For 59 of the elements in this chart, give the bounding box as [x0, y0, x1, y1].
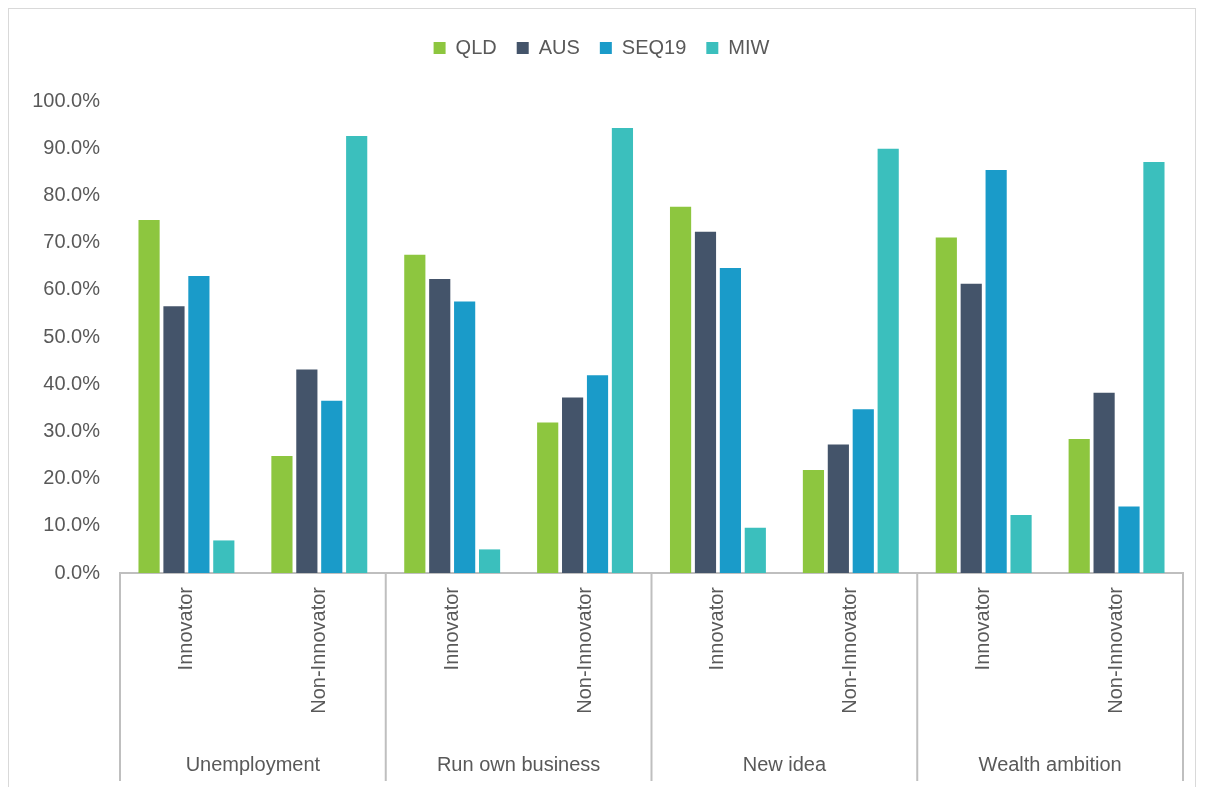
y-tick-label: 50.0% — [43, 324, 101, 347]
legend-label: SEQ19 — [621, 35, 687, 58]
y-tick-label: 60.0% — [43, 277, 101, 300]
bar — [1010, 514, 1032, 573]
bar — [1143, 161, 1165, 573]
bar — [935, 237, 957, 573]
legend-label: MIW — [728, 35, 770, 58]
y-tick-label: 20.0% — [43, 466, 101, 489]
x-tick-label: Innovator — [971, 586, 994, 671]
x-tick-label: Non-Innovator — [306, 586, 329, 714]
bar — [694, 231, 717, 573]
bar — [271, 455, 293, 573]
bar — [296, 369, 318, 573]
legend-label: QLD — [455, 35, 497, 58]
text: New idea — [742, 752, 827, 775]
bar — [985, 169, 1007, 573]
legend-label: AUS — [538, 35, 580, 58]
bar — [454, 301, 476, 573]
y-tick-label: 70.0% — [43, 230, 101, 253]
bar — [321, 400, 343, 573]
y-tick-label: 30.0% — [43, 418, 101, 441]
bar — [852, 409, 874, 573]
bar — [744, 527, 766, 573]
bar — [960, 283, 982, 573]
text: Unemployment — [185, 752, 321, 775]
bar — [719, 268, 741, 573]
text: Run own business — [436, 752, 601, 775]
text: Wealth ambition — [978, 752, 1122, 775]
bar — [877, 148, 899, 573]
bar — [1093, 392, 1115, 573]
bar — [138, 219, 160, 573]
bar — [586, 375, 609, 573]
bar — [827, 444, 849, 573]
bar — [802, 470, 825, 573]
bar — [346, 135, 368, 573]
bar — [478, 549, 501, 573]
bar — [213, 540, 235, 573]
x-tick-label: Non-Innovator — [1104, 586, 1127, 714]
bar — [404, 254, 426, 573]
bar — [188, 276, 210, 573]
bar — [1118, 506, 1140, 573]
bar — [1068, 438, 1090, 573]
bar — [163, 306, 185, 573]
y-tick-label: 90.0% — [43, 135, 101, 158]
x-tick-label: Innovator — [439, 586, 462, 671]
y-tick-label: 10.0% — [43, 513, 101, 536]
x-tick-label: Non-Innovator — [572, 586, 595, 714]
bar — [429, 278, 451, 573]
bar — [669, 206, 692, 573]
x-tick-label: Innovator — [705, 586, 728, 671]
bar — [537, 422, 559, 573]
y-tick-label: 0.0% — [54, 560, 101, 583]
bar — [562, 397, 584, 573]
y-tick-label: 40.0% — [43, 371, 101, 394]
y-tick-label: 100.0% — [32, 88, 101, 111]
x-tick-label: Non-Innovator — [838, 586, 861, 714]
bar — [611, 127, 634, 573]
x-tick-label: Innovator — [173, 586, 196, 671]
y-tick-label: 80.0% — [43, 182, 101, 205]
